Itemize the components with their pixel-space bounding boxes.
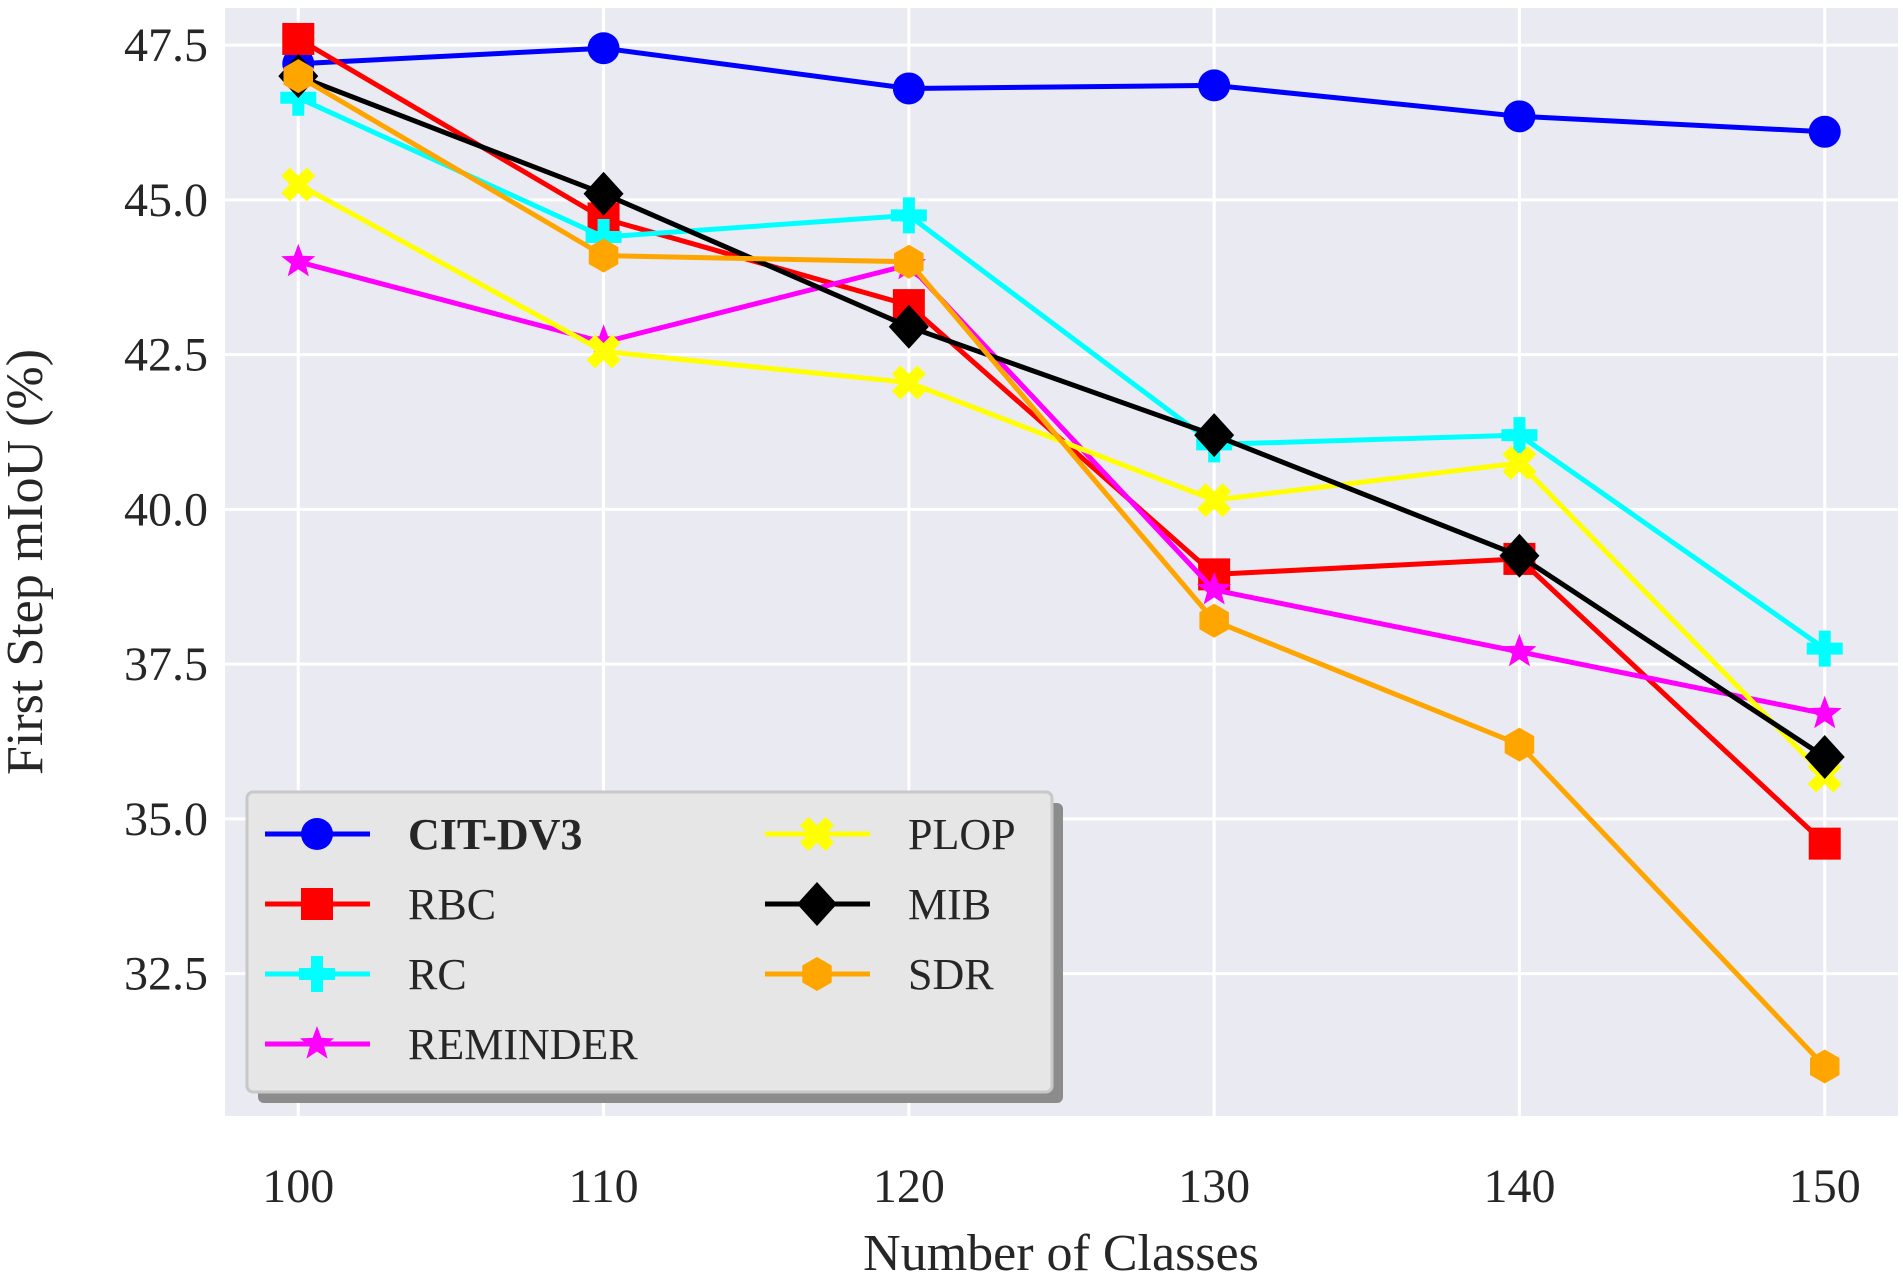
legend-label-reminder: REMINDER — [408, 1020, 638, 1069]
data-point-sdr — [1199, 603, 1229, 638]
x-axis-label: Number of Classes — [863, 1225, 1259, 1275]
data-point-rbc — [282, 22, 315, 55]
legend-entry-rbc: RBC — [265, 880, 496, 929]
legend: CIT-DV3 RBC RC REMINDER PLOP MIB SDR — [245, 790, 1063, 1103]
legend-marker-reminder — [299, 1026, 335, 1059]
data-point-reminder — [1502, 633, 1537, 667]
legend-entry-reminder: REMINDER — [265, 1020, 638, 1069]
series-group — [278, 22, 1845, 1084]
data-point-mib — [888, 304, 929, 349]
legend-label-rc: RC — [408, 950, 467, 999]
legend-label-mib: MIB — [908, 880, 991, 929]
x-tick-label: 100 — [262, 1160, 334, 1213]
data-point-cit-dv3 — [1808, 115, 1841, 148]
x-tick-label: 130 — [1178, 1160, 1250, 1213]
legend-entry-sdr: SDR — [765, 950, 994, 999]
series-line-rc — [297, 95, 1827, 651]
data-point-plop — [281, 167, 316, 202]
legend-box — [245, 790, 1054, 1094]
legend-label-sdr: SDR — [908, 950, 994, 999]
data-point-rc — [890, 197, 927, 234]
data-point-plop — [586, 334, 621, 369]
data-point-sdr — [283, 59, 313, 94]
data-point-reminder — [1197, 571, 1232, 605]
y-tick-label: 35.0 — [124, 793, 208, 846]
legend-entry-plop: PLOP — [765, 810, 1016, 859]
data-point-sdr — [1810, 1049, 1840, 1084]
data-point-sdr — [588, 238, 619, 273]
data-point-mib — [1804, 734, 1845, 779]
x-tick-labels: 100 110 120 130 140 150 — [262, 1160, 1860, 1213]
y-tick-label: 40.0 — [124, 483, 208, 536]
legend-label-cit-dv3: CIT-DV3 — [408, 810, 582, 859]
y-tick-label: 47.5 — [124, 19, 208, 72]
series-line-cit-dv3 — [298, 45, 1825, 135]
data-point-sdr — [894, 244, 924, 279]
y-tick-label: 32.5 — [124, 948, 208, 1001]
series-line-sdr — [297, 73, 1827, 1069]
data-point-sdr — [1504, 727, 1535, 762]
data-point-plop — [1197, 483, 1232, 518]
x-tick-label: 150 — [1789, 1160, 1861, 1213]
data-point-rc — [1806, 630, 1843, 667]
data-point-cit-dv3 — [892, 72, 925, 105]
y-tick-label: 42.5 — [124, 329, 208, 382]
legend-entry-rc: RC — [265, 950, 467, 999]
data-point-plop — [1502, 445, 1537, 480]
series-line-reminder — [297, 259, 1826, 717]
data-point-mib — [1194, 413, 1235, 458]
data-point-cit-dv3 — [587, 32, 620, 65]
legend-label-rbc: RBC — [408, 880, 496, 929]
x-tick-label: 140 — [1483, 1160, 1555, 1213]
data-point-rc — [1501, 417, 1538, 454]
y-tick-label: 37.5 — [124, 638, 208, 691]
series-line-mib — [297, 73, 1827, 760]
legend-marker-plop — [800, 817, 834, 851]
legend-marker-sdr — [802, 957, 832, 991]
legend-entry-cit-dv3: CIT-DV3 — [265, 810, 582, 859]
data-point-cit-dv3 — [1198, 69, 1231, 102]
data-point-reminder — [586, 324, 621, 357]
data-point-mib — [583, 171, 624, 216]
legend-marker-rbc — [301, 888, 333, 920]
y-tick-labels: 32.5 35.0 37.5 40.0 42.5 45.0 47.5 — [124, 19, 208, 1000]
data-point-reminder — [1807, 695, 1842, 729]
legend-marker-cit-dv3 — [301, 818, 333, 850]
series-sdr — [283, 59, 1840, 1084]
legend-marker-rc — [299, 956, 335, 992]
y-tick-label: 45.0 — [124, 174, 208, 227]
y-axis-label: First Step mIoU (%) — [0, 349, 54, 775]
legend-entry-mib: MIB — [765, 880, 991, 929]
data-point-cit-dv3 — [1503, 100, 1536, 133]
legend-label-plop: PLOP — [908, 810, 1016, 859]
data-point-reminder — [281, 243, 316, 277]
data-point-plop — [891, 365, 926, 400]
data-point-mib — [1499, 533, 1540, 578]
x-tick-label: 110 — [568, 1160, 638, 1213]
x-tick-label: 120 — [873, 1160, 945, 1213]
data-point-rc — [585, 219, 622, 256]
data-point-rbc — [1808, 827, 1841, 860]
legend-marker-mib — [797, 882, 837, 926]
